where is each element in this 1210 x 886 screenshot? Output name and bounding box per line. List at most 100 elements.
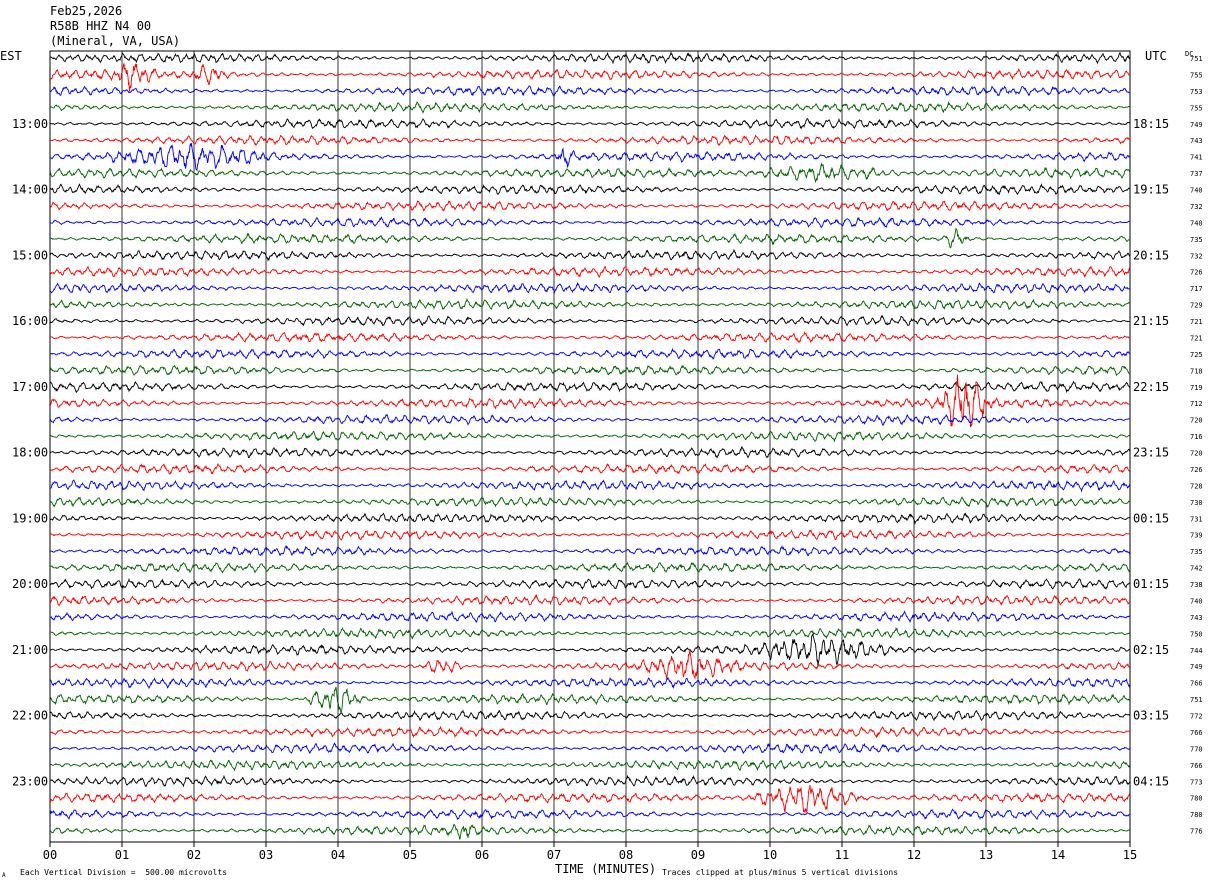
trace-row [49,808,1131,821]
trace-row [49,784,1131,814]
trace-row [49,627,1130,640]
trace-row [49,774,1131,788]
x-tick-label: 08 [619,848,633,862]
trace-row [50,331,1131,343]
est-hour-label: 20:00 [12,577,48,591]
dc-offset-label: 742 [1190,565,1203,573]
utc-hour-label: 01:15 [1133,577,1169,591]
trace-row [49,759,1131,772]
trace-row [49,561,1131,574]
dc-offset-label: 735 [1190,236,1203,244]
x-tick-label: 06 [475,848,489,862]
trace-row [49,227,1131,249]
trace-row [49,50,1131,65]
utc-hour-label: 18:15 [1133,117,1169,131]
dc-offset-label: 721 [1190,318,1203,326]
dc-offset-label: 753 [1190,88,1203,96]
dc-offset-label: 780 [1190,811,1203,819]
trace-row [49,686,1131,714]
trace-row [49,374,1131,428]
trace-row [49,496,1131,508]
trace-row [49,430,1131,443]
dc-offset-label: 732 [1190,252,1203,260]
dc-offset-label: 739 [1190,532,1203,540]
trace-row [49,162,1131,184]
dc-offset-label: 776 [1190,828,1203,836]
dc-offset-label: 738 [1190,581,1203,589]
dc-offset-label: 718 [1190,367,1203,375]
dc-offset-label: 717 [1190,285,1203,293]
x-axis-label: TIME (MINUTES) [555,862,657,876]
x-tick-label: 14 [1051,848,1065,862]
est-hour-label: 16:00 [12,314,48,328]
utc-hour-label: 02:15 [1133,643,1169,657]
x-tick-label: 11 [835,848,849,862]
scale-note: Each Vertical Division = 500.00 microvol… [20,868,228,877]
trace-row [49,725,1131,739]
dc-label: DC [1185,50,1194,58]
trace-row [49,593,1131,607]
trace-row [49,281,1131,295]
trace-row [49,709,1131,722]
trace-row [49,446,1131,459]
corner-mark: A [2,872,6,879]
trace-row [49,463,1131,476]
x-tick-label: 10 [763,848,777,862]
x-tick-label: 05 [403,848,417,862]
dc-offset-label: 740 [1190,597,1203,605]
trace-row [49,413,1131,427]
dc-offset-label: 780 [1190,795,1203,803]
dc-offset-label: 772 [1190,713,1203,721]
trace-row [49,610,1130,624]
chart-date: Feb25,2026 [50,4,123,18]
dc-offset-label: 744 [1190,647,1203,655]
utc-hour-label: 19:15 [1133,183,1169,197]
trace-row [49,512,1130,525]
x-tick-label: 01 [115,848,129,862]
x-tick-label: 13 [979,848,993,862]
trace-row [49,200,1131,212]
dc-offset-label: 725 [1190,351,1203,359]
x-tick-label: 07 [547,848,561,862]
dc-offset-label: 726 [1190,466,1203,474]
est-hour-label: 21:00 [12,643,48,657]
dc-offset-label: 735 [1190,548,1203,556]
utc-hour-label: 22:15 [1133,380,1169,394]
est-hour-label: 14:00 [12,183,48,197]
utc-hour-label: 23:15 [1133,446,1169,460]
trace-row [49,117,1131,130]
trace-row [49,380,1131,394]
trace-row [49,529,1131,541]
dc-offset-label: 720 [1190,417,1203,425]
trace-row [49,143,1130,172]
dc-offset-label: 755 [1190,104,1203,112]
trace-row [49,265,1131,278]
trace-row [49,347,1131,360]
est-hour-label: 23:00 [12,774,48,788]
dc-offset-label: 719 [1190,384,1203,392]
dc-offset-label: 728 [1190,482,1203,490]
trace-row [49,183,1131,196]
est-hour-label: 22:00 [12,709,48,723]
utc-hour-label: 20:15 [1133,248,1169,262]
est-hour-label: 17:00 [12,380,48,394]
x-tick-label: 09 [691,848,705,862]
dc-offset-label: 749 [1190,663,1203,671]
est-label: EST [0,49,22,63]
x-tick-label: 00 [43,848,57,862]
trace-row [49,577,1131,590]
x-tick-label: 15 [1123,848,1137,862]
est-hour-label: 13:00 [12,117,48,131]
dc-offset-label: 729 [1190,302,1203,310]
trace-row [49,100,1130,114]
dc-offset-label: 740 [1190,219,1203,227]
dc-offset-label: 726 [1190,269,1203,277]
dc-offset-label: 750 [1190,630,1203,638]
dc-offset-label: 730 [1190,499,1203,507]
clip-note: Traces clipped at plus/minus 5 vertical … [662,868,899,877]
utc-hour-label: 04:15 [1133,774,1169,788]
trace-row [49,544,1131,557]
trace-row [49,134,1131,147]
dc-offset-label: 751 [1190,696,1203,704]
